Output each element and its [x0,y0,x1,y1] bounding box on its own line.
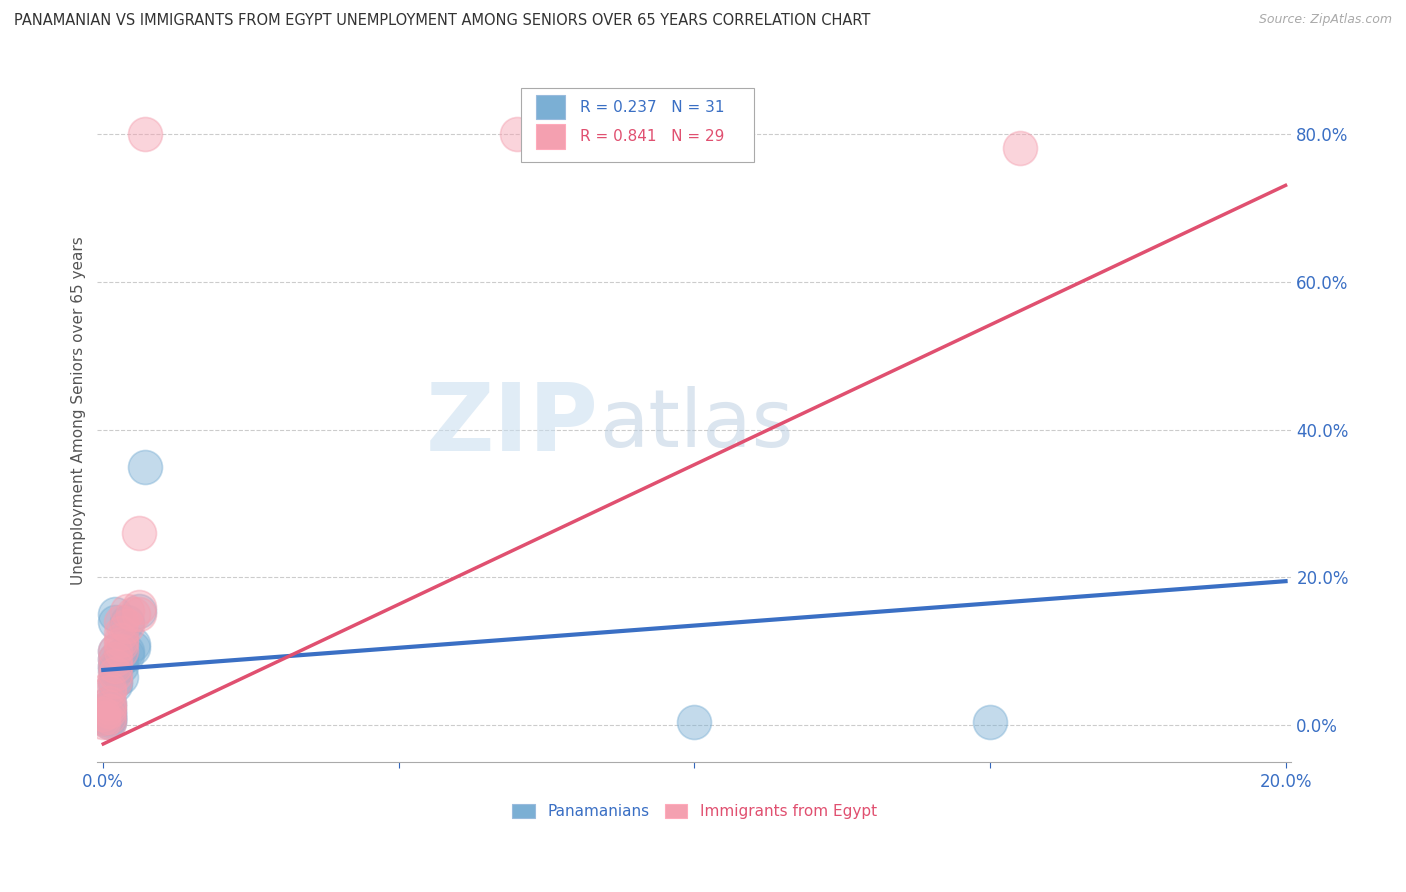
Point [104,674,127,689]
Point [98,700,121,714]
Point [104,644,127,658]
Point [104,663,127,677]
Point [110,644,132,658]
Point [1008,141,1031,155]
Point [110,633,132,648]
FancyBboxPatch shape [522,87,754,161]
Point [98,696,121,710]
Point [121,607,143,622]
Text: ZIP: ZIP [426,379,599,471]
Point [683,714,706,729]
Point [110,615,132,629]
Point [104,607,127,622]
Point [115,618,138,632]
Text: R = 0.237   N = 31: R = 0.237 N = 31 [579,100,724,114]
Point [115,604,138,618]
Point [98,704,121,718]
Text: atlas: atlas [599,386,793,464]
Point [98,711,121,725]
Point [104,674,127,689]
Point [104,652,127,666]
Point [98,707,121,722]
Point [134,127,156,141]
FancyBboxPatch shape [536,124,565,149]
Point [110,626,132,640]
Point [98,709,121,723]
Text: Source: ZipAtlas.com: Source: ZipAtlas.com [1258,13,1392,27]
Point [91,714,114,729]
Point [115,615,138,629]
Point [115,648,138,662]
Point [110,659,132,673]
Point [110,652,132,666]
Point [98,713,121,727]
Point [110,648,132,662]
Point [104,659,127,673]
Point [98,705,121,719]
Point [104,678,127,692]
Point [91,707,114,722]
Point [104,666,127,681]
Point [98,714,121,729]
Point [91,711,114,725]
Point [128,600,150,615]
Point [979,714,1001,729]
Point [104,659,127,673]
Point [121,637,143,651]
Point [98,700,121,714]
Text: R = 0.841   N = 29: R = 0.841 N = 29 [579,129,724,145]
Point [98,685,121,699]
Text: PANAMANIAN VS IMMIGRANTS FROM EGYPT UNEMPLOYMENT AMONG SENIORS OVER 65 YEARS COR: PANAMANIAN VS IMMIGRANTS FROM EGYPT UNEM… [14,13,870,29]
Point [98,714,121,729]
Point [134,459,156,474]
Point [91,704,114,718]
FancyBboxPatch shape [536,95,565,120]
Point [506,127,529,141]
Point [128,607,150,622]
Point [128,604,150,618]
Point [98,681,121,696]
Point [104,615,127,629]
Point [115,644,138,658]
Point [98,709,121,723]
Point [110,670,132,684]
Y-axis label: Unemployment Among Seniors over 65 years: Unemployment Among Seniors over 65 years [72,236,86,585]
Point [91,711,114,725]
Point [98,696,121,710]
Point [110,637,132,651]
Point [128,526,150,541]
Point [104,644,127,658]
Point [121,640,143,655]
Legend: Panamanians, Immigrants from Egypt: Panamanians, Immigrants from Egypt [506,797,883,825]
Point [104,652,127,666]
